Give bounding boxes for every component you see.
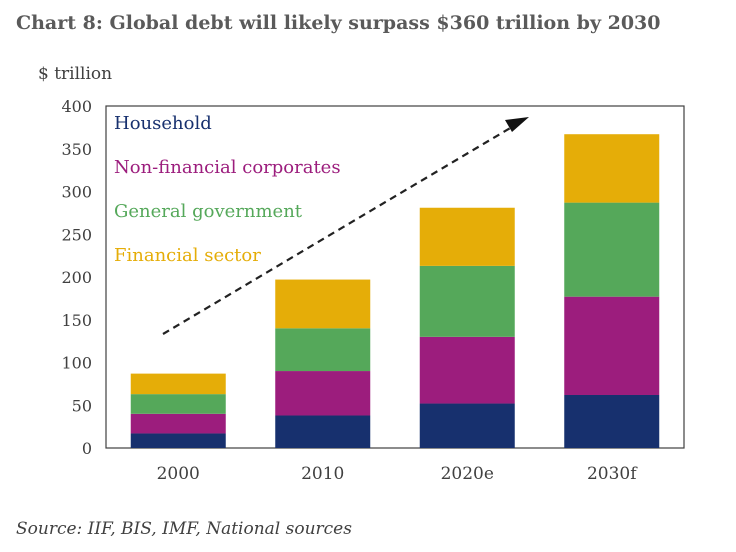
y-tick-label: 200 — [61, 268, 92, 287]
bar-segment-financial-sector-2030f — [564, 134, 660, 203]
x-tick-label: 2010 — [301, 464, 344, 484]
bar-segment-household-2020e — [419, 403, 515, 448]
bar-segment-non-financial-corporates-2020e — [419, 336, 515, 404]
x-tick-label: 2020e — [441, 464, 494, 484]
y-tick-label: 100 — [61, 354, 92, 373]
bar-segment-non-financial-corporates-2010 — [275, 371, 371, 416]
y-tick-label: 400 — [61, 97, 92, 116]
legend-entry: General government — [114, 201, 303, 222]
y-tick-label: 250 — [61, 225, 92, 244]
bar-segment-general-government-2030f — [564, 202, 660, 297]
plot-frame — [105, 105, 685, 449]
source-note: Source: IIF, BIS, IMF, National sources — [16, 519, 352, 539]
legend-entry: Non-financial corporates — [114, 157, 341, 178]
trend-arrow — [162, 117, 529, 335]
y-axis-label: $ trillion — [38, 64, 112, 84]
y-tick-label: 50 — [72, 396, 92, 415]
y-tick-label: 350 — [61, 140, 92, 159]
chart-title: Chart 8: Global debt will likely surpass… — [16, 12, 661, 34]
legend-entry: Household — [114, 113, 212, 134]
bar-segment-general-government-2000 — [130, 394, 226, 414]
bar-segment-financial-sector-2020e — [419, 207, 515, 266]
y-tick-label: 0 — [82, 439, 92, 458]
x-tick-label: 2030f — [587, 464, 638, 484]
bar-segment-household-2030f — [564, 394, 660, 448]
bar-segment-general-government-2020e — [419, 265, 515, 337]
y-tick-label: 300 — [61, 183, 92, 202]
bar-segment-non-financial-corporates-2000 — [130, 413, 226, 434]
bar-segment-financial-sector-2000 — [130, 373, 226, 395]
x-tick-label: 2000 — [157, 464, 200, 484]
legend-entry: Financial sector — [114, 245, 261, 266]
bar-segment-general-government-2010 — [275, 328, 371, 372]
bar-segment-financial-sector-2010 — [275, 279, 371, 329]
bar-segment-household-2000 — [130, 433, 226, 448]
y-tick-label: 150 — [61, 311, 92, 330]
bar-segment-household-2010 — [275, 415, 371, 448]
bar-segment-non-financial-corporates-2030f — [564, 296, 660, 395]
